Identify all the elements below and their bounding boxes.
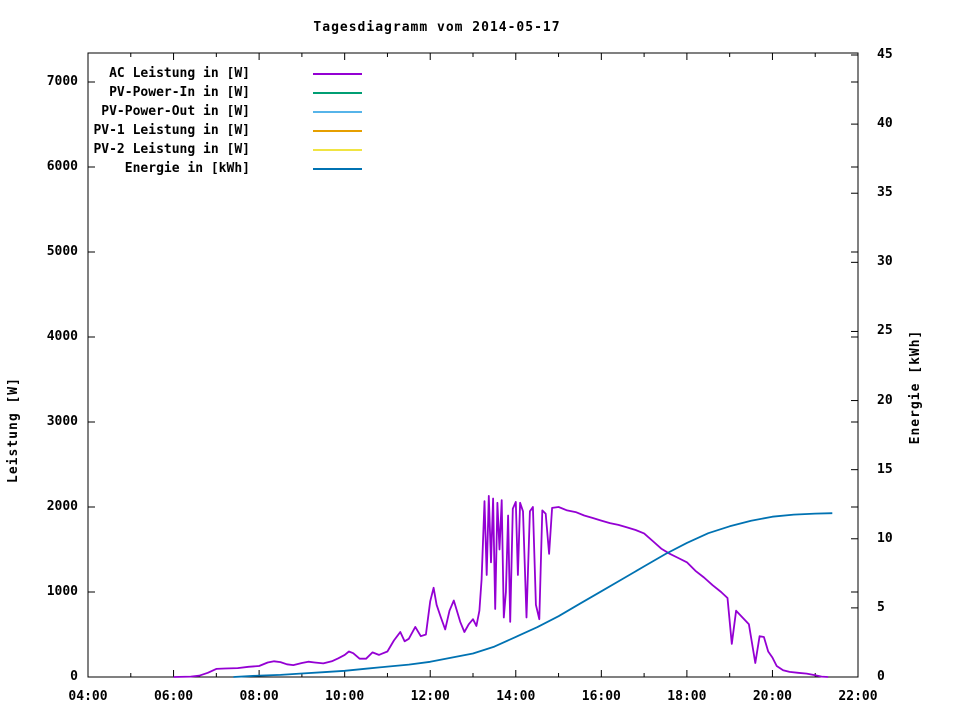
series-ac-leistung: [173, 494, 829, 678]
y-right-tick-label: 25: [877, 323, 893, 339]
y-left-tick-label: 0: [70, 669, 78, 684]
legend-label: PV-1 Leistung in [W]: [93, 123, 250, 138]
y-left-tick-label: 2000: [46, 499, 78, 514]
y-right-tick-label: 20: [877, 392, 893, 408]
legend-label: PV-Power-Out in [W]: [101, 104, 250, 119]
y-right-tick-label: 35: [877, 185, 893, 201]
page-title: Tagesdiagramm vom 2014-05-17: [313, 20, 561, 35]
x-tick-label: 04:00: [68, 689, 108, 704]
x-tick-label: 12:00: [410, 689, 450, 704]
x-tick-label: 20:00: [752, 689, 792, 704]
x-tick-label: 18:00: [667, 689, 707, 704]
y-right-tick-label: 40: [877, 116, 893, 132]
legend-label: PV-2 Leistung in [W]: [93, 142, 250, 157]
legend-label: Energie in [kWh]: [124, 161, 250, 176]
legend-swatch: [313, 130, 362, 132]
legend-swatch: [313, 73, 362, 75]
y-right-tick-label: 10: [877, 530, 893, 546]
series-energie: [233, 512, 833, 678]
y-left-tick-label: 7000: [46, 74, 78, 89]
y-right-tick-label: 30: [877, 254, 893, 270]
x-tick-label: 22:00: [838, 689, 878, 704]
y-right-tick-label: 15: [877, 461, 893, 477]
legend-label: AC Leistung in [W]: [109, 66, 250, 81]
legend-swatch: [313, 111, 362, 113]
x-tick-label: 14:00: [496, 689, 536, 704]
y-left-tick-label: 4000: [46, 329, 78, 344]
legend-label: PV-Power-In in [W]: [109, 85, 250, 100]
legend-swatch: [313, 168, 362, 170]
y-right-tick-label: 5: [877, 599, 885, 615]
legend-swatch: [313, 149, 362, 151]
x-tick-label: 16:00: [581, 689, 621, 704]
y-left-tick-label: 1000: [46, 584, 78, 599]
x-tick-label: 06:00: [153, 689, 194, 704]
y-left-tick-label: 5000: [46, 244, 78, 259]
y-right-tick-label: 45: [877, 47, 893, 62]
y-left-tick-label: 6000: [46, 159, 78, 174]
x-tick-label: 10:00: [325, 689, 365, 704]
y-right-tick-label: 0: [877, 669, 885, 684]
y-left-tick-label: 3000: [46, 414, 78, 429]
x-tick-label: 08:00: [239, 689, 279, 704]
legend-swatch: [313, 92, 362, 94]
